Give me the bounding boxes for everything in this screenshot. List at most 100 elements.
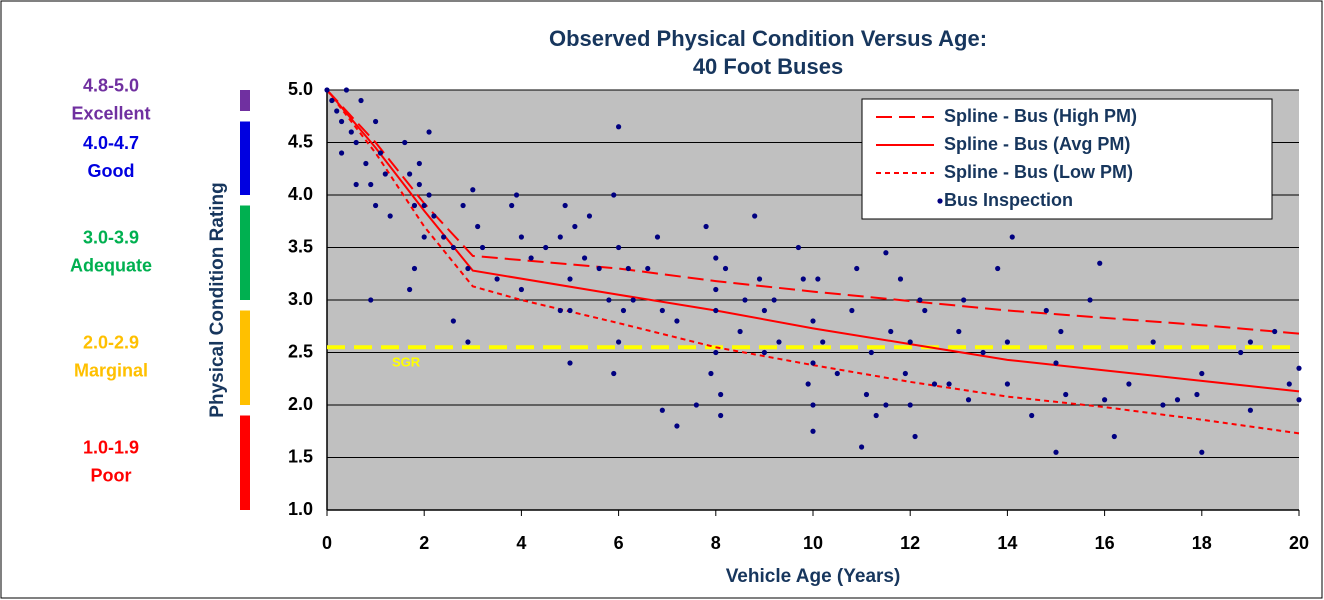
scatter-point <box>713 349 719 356</box>
scatter-point <box>1053 449 1059 455</box>
scatter-point <box>1247 339 1253 345</box>
condition-label: Good <box>88 161 135 181</box>
scatter-point <box>1247 407 1253 413</box>
scatter-point <box>713 307 719 314</box>
scatter-point <box>334 108 340 114</box>
scatter-point <box>513 192 520 198</box>
scatter-point <box>460 202 466 209</box>
reference-label: SGR <box>392 355 421 370</box>
scatter-point <box>854 265 860 272</box>
y-tick-label: 4.0 <box>288 184 313 204</box>
scatter-point <box>518 286 525 293</box>
scatter-point <box>659 307 665 314</box>
condition-label: Excellent <box>71 103 150 123</box>
legend-label: Spline - Bus (Avg PM) <box>944 134 1130 154</box>
scatter-point <box>586 213 593 219</box>
scatter-point <box>771 297 777 303</box>
scatter-point <box>543 244 549 251</box>
scatter-point <box>912 433 918 440</box>
scatter-point <box>387 213 393 219</box>
x-tick-label: 6 <box>614 533 624 553</box>
condition-bar <box>240 121 250 195</box>
legend-label: Bus Inspection <box>944 190 1073 210</box>
scatter-point <box>426 129 432 135</box>
scatter-point <box>718 391 724 398</box>
scatter-point <box>606 297 612 303</box>
scatter-point <box>863 391 870 398</box>
scatter-point <box>708 370 714 377</box>
legend-label: Spline - Bus (Low PM) <box>944 162 1133 182</box>
scatter-point <box>1097 260 1103 266</box>
scatter-point <box>810 318 816 324</box>
spline-line <box>326 89 1300 435</box>
x-tick-label: 8 <box>711 533 721 553</box>
scatter-point <box>834 370 840 377</box>
condition-bar <box>240 415 250 510</box>
scatter-point <box>509 202 515 209</box>
scatter-point <box>343 87 350 93</box>
scatter-point <box>1004 381 1011 387</box>
x-tick-label: 18 <box>1192 533 1212 553</box>
scatter-point <box>479 244 486 251</box>
scatter-point <box>426 192 432 198</box>
scatter-point <box>616 124 622 130</box>
scatter-point <box>557 307 563 314</box>
scatter-point <box>1063 391 1069 398</box>
scatter-point <box>567 307 573 314</box>
x-tick-label: 2 <box>419 533 429 553</box>
scatter-point <box>616 244 622 251</box>
scatter-point <box>1058 328 1064 335</box>
scatter-point <box>961 297 967 303</box>
scatter-point <box>956 328 962 335</box>
scatter-point <box>353 139 359 146</box>
scatter-point <box>411 265 418 272</box>
scatter-point <box>1296 365 1302 371</box>
scatter-point <box>931 381 938 387</box>
scatter-point <box>572 223 578 230</box>
scatter-point <box>470 187 476 193</box>
scatter-point <box>441 234 447 240</box>
scatter-point <box>338 150 345 156</box>
scatter-point <box>907 339 913 345</box>
scatter-point <box>1272 328 1278 335</box>
scatter-point <box>965 397 972 403</box>
scatter-point <box>897 276 904 282</box>
x-tick-label: 20 <box>1289 533 1309 553</box>
scatter-point <box>654 234 661 240</box>
scatter-point <box>377 150 384 156</box>
legend-box <box>861 98 1273 220</box>
scatter-point <box>718 412 724 419</box>
scatter-point <box>1087 297 1093 303</box>
scatter-point <box>528 255 534 261</box>
scatter-point <box>742 297 748 303</box>
scatter-point <box>1102 397 1108 403</box>
scatter-point <box>907 402 913 408</box>
chart-title: Observed Physical Condition Versus Age: <box>549 26 987 51</box>
scatter-point <box>1126 381 1132 387</box>
scatter-point <box>382 171 388 177</box>
scatter-point <box>810 360 816 366</box>
scatter-point <box>820 339 826 345</box>
scatter-point <box>873 412 879 419</box>
x-tick-label: 4 <box>516 533 526 553</box>
scatter-point <box>567 360 573 366</box>
scatter-point <box>338 118 345 125</box>
y-tick-label: 3.5 <box>288 236 313 256</box>
y-tick-label: 1.0 <box>288 499 313 519</box>
scatter-point <box>368 181 374 188</box>
scatter-point <box>407 286 413 293</box>
x-tick-label: 0 <box>322 533 332 553</box>
scatter-point <box>810 428 816 434</box>
scatter-point <box>1199 449 1205 455</box>
scatter-point <box>557 234 563 240</box>
x-tick-label: 12 <box>900 533 920 553</box>
scatter-point <box>1194 391 1200 398</box>
x-axis-title: Vehicle Age (Years) <box>726 566 901 587</box>
condition-bar <box>240 205 250 300</box>
scatter-point <box>645 265 651 272</box>
scatter-point <box>373 202 379 209</box>
scatter-point <box>348 129 354 135</box>
scatter-point <box>450 318 456 324</box>
scatter-point <box>416 160 422 167</box>
